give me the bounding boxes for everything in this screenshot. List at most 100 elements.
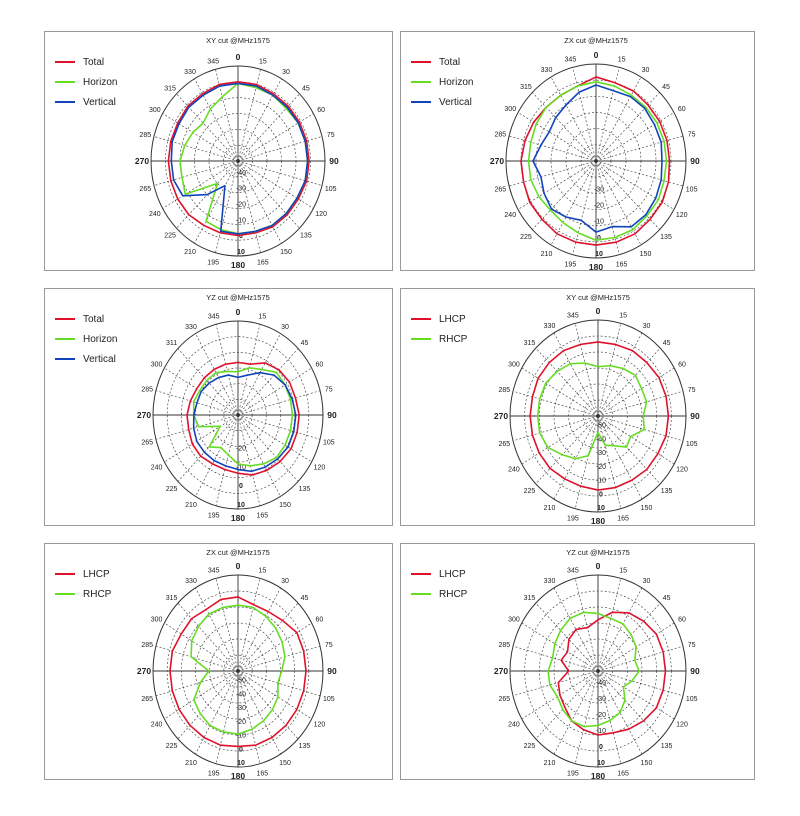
chart-title: YZ cut @MHz1575 [566, 548, 629, 557]
radial-tick-label: -50 [236, 678, 246, 685]
legend-item: RHCP [55, 584, 111, 604]
angle-tick-label: 270 [490, 156, 504, 166]
angle-tick-label: 45 [663, 340, 671, 347]
angle-tick-label: 311 [166, 340, 177, 347]
angle-tick-label: 195 [567, 770, 579, 777]
angle-tick-label: 15 [258, 568, 266, 575]
angle-tick-label: 90 [690, 156, 700, 166]
angle-tick-label: 210 [541, 251, 553, 258]
angle-tick-label: 285 [498, 387, 510, 394]
polar-chart-panel-1: XY cut @MHz1575 0 15 30 45 60 75 90 105 120 135 150… [44, 31, 393, 271]
angle-tick-label: 45 [662, 84, 670, 91]
legend-item: Horizon [55, 72, 117, 92]
radial-tick-label: 0 [597, 235, 601, 242]
angle-tick-label: 345 [208, 314, 220, 321]
angle-tick-label: 315 [164, 85, 176, 92]
angle-tick-label: 180 [591, 516, 605, 526]
radial-tick-label: -20 [236, 446, 246, 453]
legend-item: Total [411, 52, 473, 72]
legend-label: Total [439, 56, 461, 68]
series-line-total [520, 76, 671, 246]
polar-plot: YZ cut @MHz1575 0 15 30 45 60 75 90 105 120 135 150… [494, 548, 700, 781]
angle-tick-label: 180 [231, 771, 245, 781]
radial-tick-label: -40 [596, 436, 606, 443]
radial-tick-label: -10 [596, 728, 606, 735]
series-line-lhcp [169, 596, 307, 748]
angle-tick-label: 150 [641, 760, 653, 767]
radial-tick-label: -30 [596, 696, 606, 703]
angle-tick-label: 120 [314, 722, 326, 729]
angle-tick-label: 330 [185, 324, 197, 331]
legend-item: RHCP [411, 329, 467, 349]
angle-tick-label: 315 [524, 595, 536, 602]
legend-label: Horizon [439, 76, 474, 88]
angle-tick-label: 345 [208, 568, 220, 575]
radial-tick-label: 0 [239, 746, 243, 753]
polar-grid [509, 319, 687, 513]
legend: Total Horizon Vertical [55, 309, 117, 369]
series-line-horizon [527, 80, 668, 242]
radial-tick-label: 10 [237, 502, 245, 509]
angle-tick-label: 90 [690, 666, 700, 676]
polar-grid [509, 574, 687, 768]
legend-label: Total [83, 313, 105, 325]
angle-tick-label: 75 [688, 132, 696, 139]
polar-grid [150, 65, 326, 257]
radial-tick-label: -40 [596, 680, 606, 687]
angle-tick-label: 225 [166, 743, 178, 750]
angle-tick-label: 225 [524, 488, 536, 495]
angle-tick-label: 135 [300, 233, 312, 240]
angle-tick-label: 75 [325, 386, 333, 393]
angle-tick-label: 265 [498, 441, 510, 448]
angle-tick-label: 15 [619, 568, 627, 575]
radial-tick-label: -30 [236, 186, 246, 193]
angle-tick-label: 90 [327, 666, 337, 676]
legend-item: LHCP [411, 564, 467, 584]
angle-tick-label: 195 [567, 515, 579, 522]
legend-swatch [411, 338, 431, 340]
radial-tick-label: 0 [599, 491, 603, 498]
angle-tick-label: 0 [596, 561, 601, 571]
angle-tick-label: 165 [256, 770, 268, 777]
angle-tick-label: 265 [495, 186, 507, 193]
legend-label: Horizon [83, 333, 118, 345]
angle-tick-label: 265 [141, 696, 153, 703]
polar-plot: YZ cut @MHz1575 0 15 30 45 60 75 90 105 120 135 150… [137, 293, 337, 523]
polar-grid [152, 574, 324, 768]
angle-tick-label: 330 [544, 578, 556, 585]
radial-tick-label: -20 [594, 203, 604, 210]
angle-tick-label: 265 [139, 186, 151, 193]
angle-tick-label: 300 [508, 362, 520, 369]
angle-tick-label: 330 [184, 69, 196, 76]
angle-tick-label: 105 [323, 696, 335, 703]
angle-tick-label: 345 [207, 59, 219, 66]
angle-tick-label: 195 [208, 770, 220, 777]
legend-label: Total [83, 56, 105, 68]
series-line-rhcp [190, 604, 286, 735]
series-line-rhcp [547, 611, 640, 728]
angle-tick-label: 120 [676, 722, 688, 729]
radial-tick-label: 10 [597, 505, 605, 512]
chart-title: XY cut @MHz1575 [206, 36, 270, 45]
polar-grid [152, 320, 324, 510]
angle-tick-label: 180 [231, 260, 245, 270]
series-line-vertical [170, 82, 309, 235]
legend-label: LHCP [83, 568, 110, 580]
angle-tick-label: 150 [280, 249, 292, 256]
angle-tick-label: 270 [494, 666, 508, 676]
legend: Total Horizon Vertical [55, 52, 117, 112]
angle-tick-label: 180 [589, 262, 603, 272]
angle-tick-label: 270 [137, 410, 151, 420]
radial-tick-label: -10 [596, 478, 606, 485]
legend-item: Vertical [55, 92, 117, 112]
legend: LHCP RHCP [55, 564, 111, 604]
angle-tick-label: 0 [236, 561, 241, 571]
series-line-vertical [532, 84, 663, 233]
angle-tick-label: 300 [504, 106, 516, 113]
polar-grid [505, 63, 687, 259]
angle-tick-label: 225 [520, 234, 532, 241]
angle-tick-label: 135 [299, 743, 311, 750]
series-line-vertical [192, 371, 297, 473]
angle-tick-label: 285 [495, 132, 507, 139]
angle-tick-label: 330 [185, 578, 197, 585]
